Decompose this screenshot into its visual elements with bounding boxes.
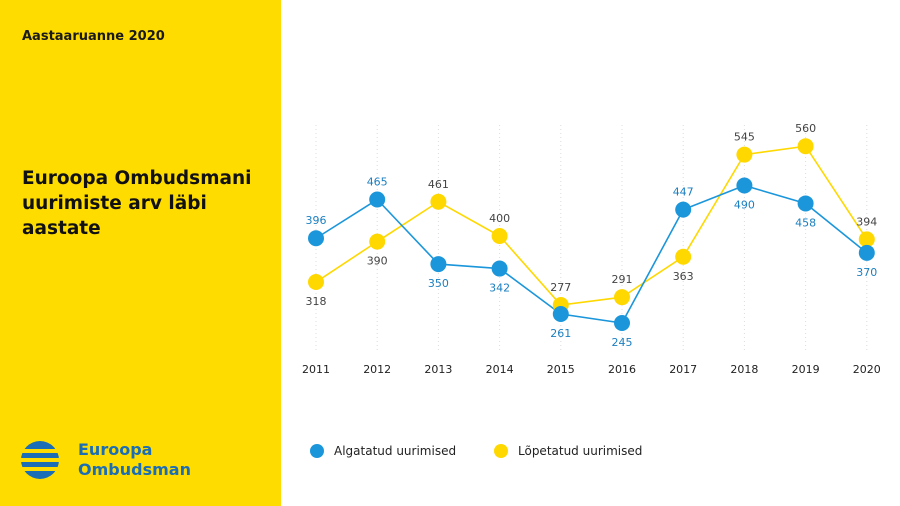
- data-label: 318: [306, 295, 327, 308]
- data-point: [369, 233, 386, 250]
- data-point: [430, 256, 447, 273]
- data-label: 261: [550, 327, 571, 340]
- data-label: 390: [367, 255, 388, 268]
- legend-item-lopetatud: Lõpetatud uurimised: [494, 444, 642, 458]
- data-point: [552, 306, 569, 323]
- logo-text: Euroopa Ombudsman: [78, 440, 191, 480]
- data-label: 545: [734, 131, 755, 144]
- data-point: [491, 227, 508, 244]
- data-label: 461: [428, 178, 449, 191]
- data-label: 400: [489, 212, 510, 225]
- legend-label: Lõpetatud uurimised: [518, 444, 643, 458]
- data-point: [614, 315, 630, 331]
- chart-title: Euroopa Ombudsmani uurimiste arv läbi aa…: [22, 166, 272, 241]
- data-label: 277: [550, 281, 571, 294]
- chart-title-line: uurimiste arv läbi: [22, 193, 207, 214]
- legend-item-algatatud: Algatatud uurimised: [310, 444, 456, 458]
- data-label: 342: [489, 282, 510, 295]
- logo: Euroopa Ombudsman: [20, 440, 191, 480]
- data-label: 560: [795, 122, 816, 135]
- data-label: 363: [673, 270, 694, 283]
- data-point: [858, 231, 875, 248]
- data-point: [675, 201, 692, 218]
- report-label: Aastaaruanne 2020: [22, 29, 165, 44]
- data-label: 447: [673, 186, 694, 199]
- chart-title-line: aastate: [22, 218, 101, 239]
- x-tick-label: 2020: [853, 363, 881, 376]
- x-tick-label: 2011: [302, 363, 330, 376]
- data-point: [369, 191, 386, 208]
- data-label: 394: [856, 215, 877, 228]
- data-label: 370: [856, 266, 877, 279]
- data-point: [430, 193, 447, 210]
- eu-ombudsman-logo-icon: [21, 441, 59, 479]
- data-label: 291: [612, 273, 633, 286]
- data-point: [491, 260, 508, 277]
- data-point: [858, 244, 875, 261]
- legend-label: Algatatud uurimised: [334, 444, 457, 458]
- x-tick-label: 2013: [424, 363, 452, 376]
- series-line: [315, 145, 868, 306]
- data-point: [614, 289, 630, 306]
- x-tick-label: 2015: [547, 363, 575, 376]
- logo-text-line: Ombudsman: [78, 460, 191, 479]
- series-line: [315, 184, 868, 324]
- data-label: 245: [612, 336, 633, 349]
- data-label: 490: [734, 198, 755, 211]
- data-point: [736, 177, 753, 194]
- data-point: [736, 146, 753, 163]
- data-label: 396: [306, 214, 327, 227]
- data-label: 458: [795, 216, 816, 229]
- data-point: [308, 230, 324, 247]
- data-label: 350: [428, 277, 449, 290]
- data-point: [797, 138, 814, 155]
- data-point: [797, 195, 814, 212]
- left-panel: Aastaaruanne 2020 Euroopa Ombudsmani uur…: [0, 0, 281, 506]
- data-label: 465: [367, 176, 388, 189]
- x-tick-label: 2012: [363, 363, 391, 376]
- x-tick-label: 2018: [730, 363, 758, 376]
- data-point: [308, 274, 324, 291]
- legend-swatch: [494, 444, 508, 458]
- data-point: [675, 248, 692, 265]
- x-tick-label: 2017: [669, 363, 697, 376]
- x-tick-label: 2014: [486, 363, 514, 376]
- chart-title-line: Euroopa Ombudsmani: [22, 168, 252, 189]
- logo-text-line: Euroopa: [78, 440, 153, 459]
- legend-swatch: [310, 444, 324, 458]
- x-tick-label: 2016: [608, 363, 636, 376]
- x-tick-label: 2019: [792, 363, 820, 376]
